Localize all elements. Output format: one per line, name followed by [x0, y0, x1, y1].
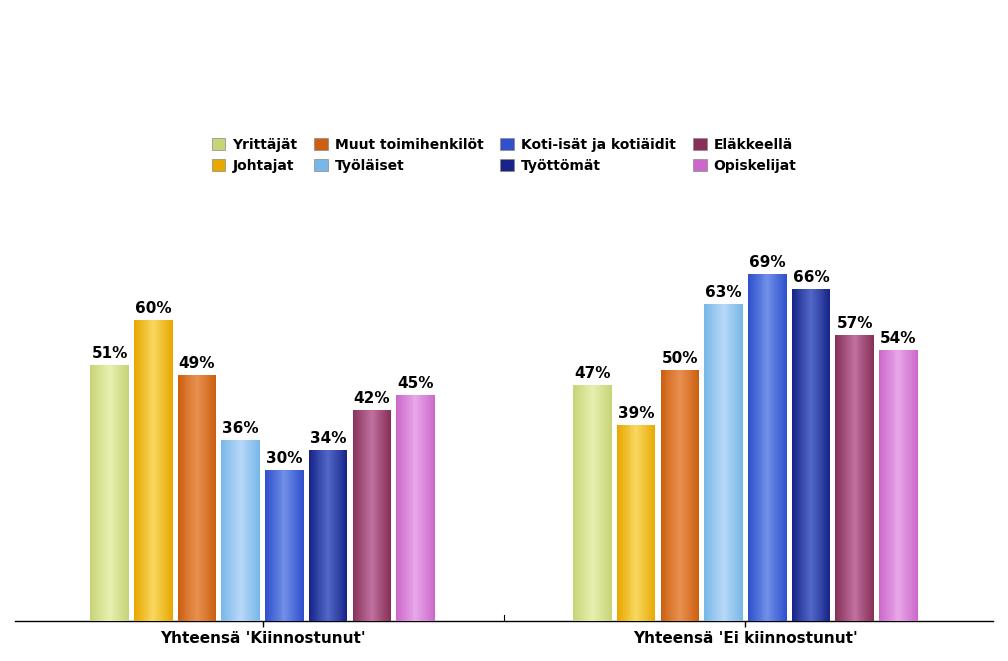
Text: 51%: 51% — [92, 346, 128, 361]
Text: 66%: 66% — [792, 270, 830, 286]
Text: 42%: 42% — [354, 391, 390, 406]
Text: 49%: 49% — [178, 356, 216, 371]
Text: 39%: 39% — [618, 406, 654, 421]
Text: 50%: 50% — [661, 351, 699, 366]
Legend: Yrittäjät, Johtajat, Muut toimihenkilöt, Työläiset, Koti-isät ja kotiäidit, Työt: Yrittäjät, Johtajat, Muut toimihenkilöt,… — [212, 137, 796, 173]
Text: 63%: 63% — [706, 286, 742, 301]
Text: 34%: 34% — [309, 431, 347, 446]
Text: 30%: 30% — [266, 451, 302, 466]
Text: 47%: 47% — [575, 366, 611, 381]
Text: 54%: 54% — [880, 330, 916, 346]
Text: 36%: 36% — [223, 421, 259, 436]
Text: 60%: 60% — [135, 301, 171, 315]
Text: 69%: 69% — [749, 255, 785, 270]
Text: 57%: 57% — [837, 315, 873, 330]
Text: 45%: 45% — [397, 376, 433, 391]
